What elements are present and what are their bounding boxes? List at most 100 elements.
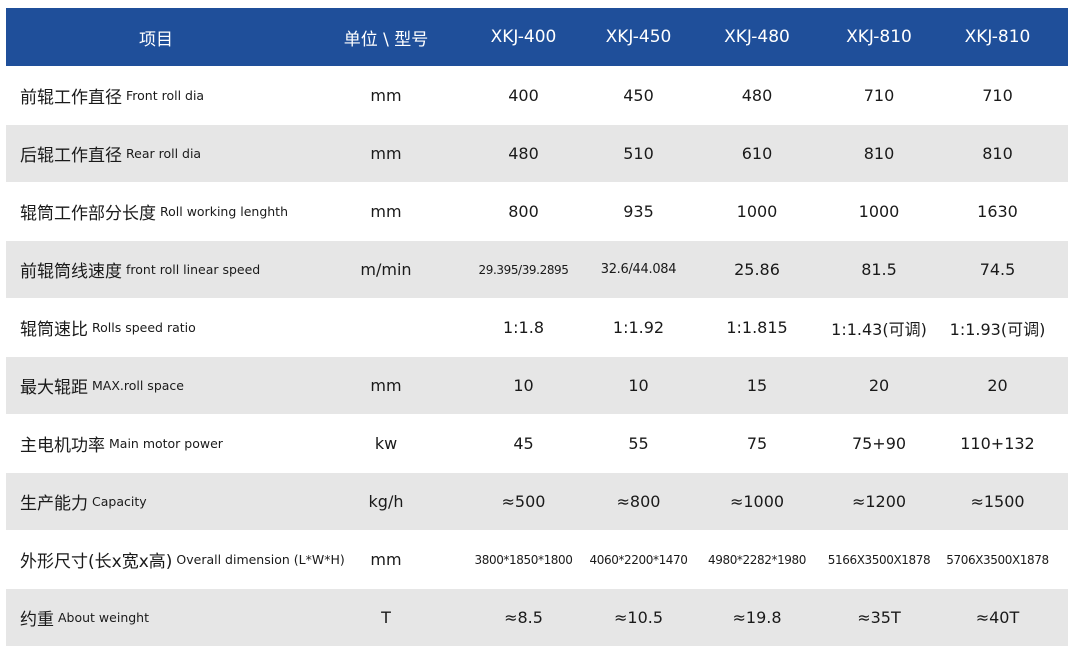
row-value-model-1: 3800*1850*1800 [474,552,573,567]
table-row: 辊筒工作部分长度 Roll working lenghth mm 800 935 1000… [6,182,1068,240]
header-model-2: XKJ-450 [605,27,672,47]
row-label: 前辊工作直径 Front roll dia [6,83,306,108]
row-label: 外形尺寸(长x宽x高) Overall dimension (L*W*H) [6,547,345,572]
header-model-1: XKJ-400 [490,27,557,47]
row-label-en: Overall dimension (L*W*H) [176,552,345,567]
row-unit: mm [370,202,402,221]
row-value-model-4: 81.5 [861,260,897,279]
row-value-model-2: ≈800 [616,492,661,511]
header-unit-model: 单位 \ 型号 [343,29,429,50]
row-value-model-4: 1:1.43(可调) [831,319,927,339]
row-value-model-1: 1:1.8 [502,318,544,337]
row-label-zh: 前辊工作直径 [20,88,122,108]
row-value-model-3: 75 [746,434,768,453]
row-label-zh: 约重 [20,610,54,630]
row-value-model-5: 810 [982,144,1013,163]
row-label: 辊筒工作部分长度 Roll working lenghth [6,199,306,224]
row-value-model-3: 1000 [736,202,778,221]
row-value-model-5: 110+132 [960,434,1035,453]
row-label-zh: 外形尺寸(长x宽x高) [20,552,173,572]
row-label-zh: 主电机功率 [20,436,105,456]
row-value-model-2: 10 [628,376,649,395]
row-label-en: Capacity [92,494,147,509]
row-label: 最大辊距 MAX.roll space [6,373,306,398]
row-value-model-3: ≈19.8 [732,608,782,627]
row-unit: mm [370,550,402,569]
row-label: 辊筒速比 Rolls speed ratio [6,315,306,340]
row-value-model-3: 4980*2282*1980 [707,552,807,567]
row-label-en: Front roll dia [126,88,205,103]
row-value-model-5: 5706X3500X1878 [946,552,1049,567]
table-row: 前辊筒线速度 front roll linear speed m/min 29.395… [6,240,1068,298]
row-value-model-5: 1630 [977,202,1018,221]
row-value-model-1: 29.395/39.2895 [478,262,569,277]
row-value-model-4: 75+90 [851,434,907,453]
row-label-zh: 生产能力 [20,494,88,514]
table-row: 约重 About weinght T ≈8.5 ≈10.5 ≈19.8 ≈35T ≈40T [6,588,1068,646]
table-row: 后辊工作直径 Rear roll dia mm 480 510 610 810 810 [6,124,1068,182]
table-body: 前辊工作直径 Front roll dia mm 400 450 480 710 710 后辊工… [6,66,1068,646]
row-unit: kw [374,434,398,453]
row-value-model-4: ≈35T [857,608,901,627]
row-value-model-3: 25.86 [734,260,780,279]
row-unit: mm [370,144,402,163]
row-value-model-3: ≈1000 [729,492,785,511]
row-value-model-4: 1000 [858,202,900,221]
row-label: 后辊工作直径 Rear roll dia [6,141,306,166]
row-unit: T [381,608,391,627]
row-label-en: Roll working lenghth [160,204,289,219]
row-unit: mm [370,376,402,395]
row-label-zh: 辊筒速比 [20,320,88,340]
header-item: 项目 [139,29,173,50]
row-value-model-4: 810 [863,144,895,163]
table-row: 前辊工作直径 Front roll dia mm 400 450 480 710 710 [6,66,1068,124]
row-unit: mm [370,86,402,105]
header-model-4: XKJ-810 [846,27,912,47]
row-label-zh: 辊筒工作部分长度 [20,204,156,224]
row-unit: kg/h [368,492,404,511]
row-value-model-4: ≈1200 [851,492,907,511]
spec-table: 项目 单位 \ 型号 XKJ-400 XKJ-450 XKJ-480 XKJ-8… [6,8,1068,646]
table-row: 外形尺寸(长x宽x高) Overall dimension (L*W*H) mm 38… [6,530,1068,588]
row-value-model-1: ≈8.5 [504,608,543,627]
row-label: 生产能力 Capacity [6,489,306,514]
row-value-model-1: 45 [513,434,534,453]
row-value-model-5: 1:1.93(可调) [949,319,1046,339]
row-value-model-2: 1:1.92 [612,318,665,337]
table-row: 主电机功率 Main motor power kw 45 55 75 75+90 110+13… [6,414,1068,472]
row-value-model-2: 510 [623,144,654,163]
row-value-model-2: 55 [628,434,649,453]
table-row: 辊筒速比 Rolls speed ratio 1:1.8 1:1.92 1:1.815 1… [6,298,1068,356]
row-value-model-1: 10 [513,376,534,395]
row-label-en: MAX.roll space [92,378,184,393]
row-value-model-3: 1:1.815 [726,318,788,337]
table-header: 项目 单位 \ 型号 XKJ-400 XKJ-450 XKJ-480 XKJ-8… [6,8,1068,66]
row-label-en: Rear roll dia [126,146,202,161]
row-label-en: Main motor power [109,436,223,451]
row-value-model-3: 610 [741,144,773,163]
row-value-model-3: 480 [741,86,773,105]
row-label-en: front roll linear speed [126,262,261,277]
row-value-model-3: 15 [746,376,768,395]
row-label: 前辊筒线速度 front roll linear speed [6,257,306,282]
row-value-model-2: 450 [623,86,654,105]
row-value-model-5: 710 [982,86,1013,105]
row-value-model-5: 74.5 [979,260,1016,279]
row-value-model-5: ≈1500 [970,492,1025,511]
row-value-model-5: ≈40T [975,608,1020,627]
row-label-zh: 前辊筒线速度 [20,262,122,282]
row-label-zh: 后辊工作直径 [20,146,122,166]
row-value-model-4: 5166X3500X1878 [827,552,931,567]
row-label-en: About weinght [58,610,149,625]
row-value-model-2: 32.6/44.084 [600,262,677,277]
row-label-zh: 最大辊距 [20,378,88,398]
row-value-model-2: ≈10.5 [613,608,664,627]
row-unit: m/min [360,260,412,279]
row-value-model-5: 20 [987,376,1008,395]
row-value-model-1: 480 [508,144,539,163]
table-row: 生产能力 Capacity kg/h ≈500 ≈800 ≈1000 ≈1200 ≈1500 [6,472,1068,530]
row-value-model-2: 4060*2200*1470 [589,552,688,567]
row-label: 约重 About weinght [6,605,306,630]
row-value-model-1: 400 [508,86,539,105]
row-value-model-4: 20 [868,376,890,395]
